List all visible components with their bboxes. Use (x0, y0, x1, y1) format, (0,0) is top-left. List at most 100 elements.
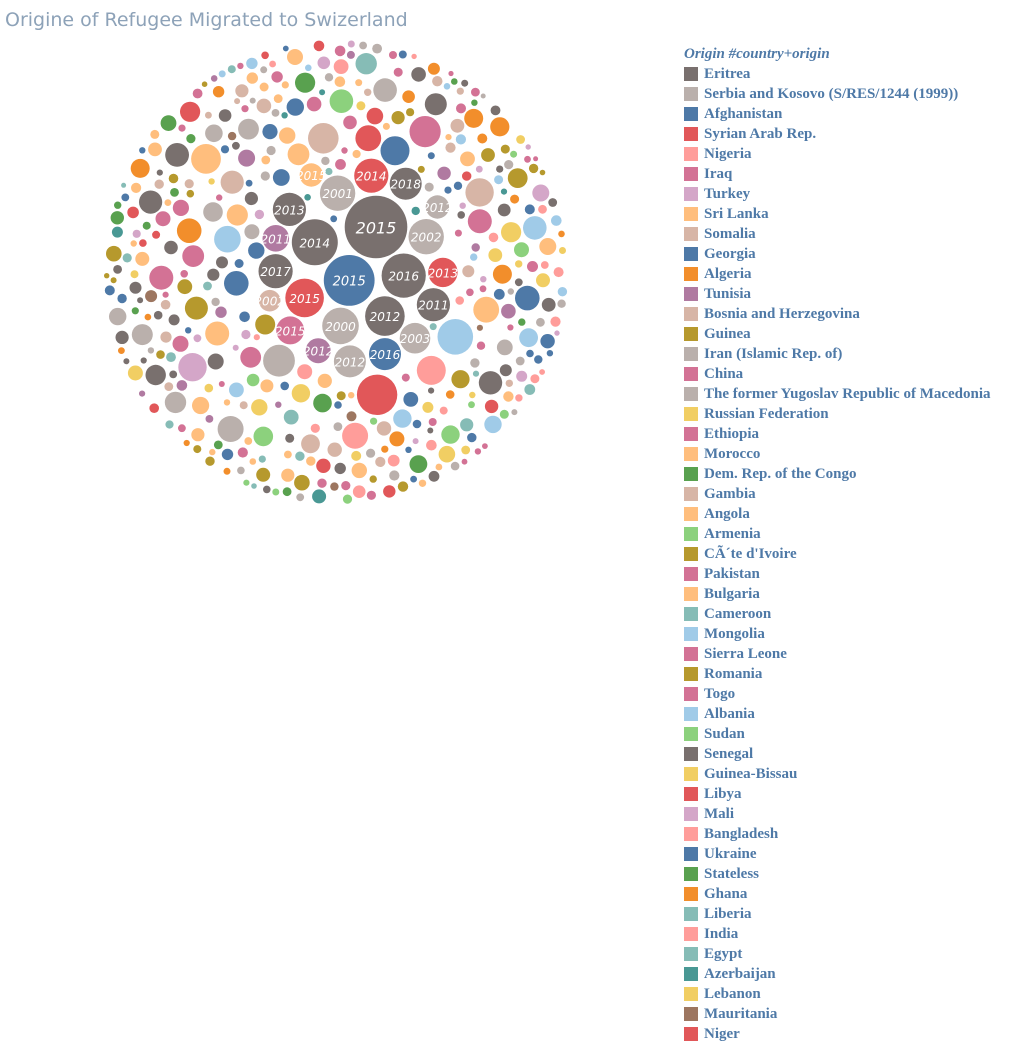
legend-item[interactable]: Afghanistan (684, 104, 1014, 124)
bubble[interactable] (427, 427, 434, 434)
bubble[interactable] (147, 347, 155, 354)
bubble[interactable] (476, 341, 486, 350)
bubble[interactable] (411, 67, 426, 82)
bubble[interactable] (496, 165, 504, 173)
bubble[interactable] (258, 254, 293, 289)
bubble[interactable] (402, 90, 415, 103)
legend-item[interactable]: Russian Federation (684, 404, 1014, 424)
bubble[interactable] (397, 481, 409, 492)
bubble[interactable] (148, 142, 162, 157)
bubble[interactable] (177, 279, 193, 295)
bubble[interactable] (285, 278, 324, 318)
bubble[interactable] (389, 167, 422, 200)
bubble[interactable] (453, 181, 463, 190)
bubble[interactable] (369, 475, 377, 483)
bubble[interactable] (262, 124, 278, 140)
bubble[interactable] (281, 81, 289, 89)
bubble[interactable] (403, 392, 419, 407)
bubble[interactable] (445, 134, 452, 141)
bubble[interactable] (235, 84, 249, 98)
bubble[interactable] (149, 265, 174, 290)
bubble[interactable] (213, 440, 223, 450)
bubble[interactable] (424, 182, 434, 192)
bubble[interactable] (366, 490, 376, 500)
bubble[interactable] (539, 238, 557, 255)
legend-item[interactable]: Stateless (684, 864, 1014, 884)
bubble[interactable] (330, 482, 339, 491)
bubble[interactable] (153, 310, 163, 320)
bubble[interactable] (297, 364, 313, 380)
bubble[interactable] (460, 151, 475, 167)
bubble[interactable] (411, 53, 417, 60)
legend-item[interactable]: Iran (Islamic Rep. of) (684, 344, 1014, 364)
bubble[interactable] (540, 261, 549, 269)
bubble[interactable] (239, 401, 248, 410)
bubble[interactable] (534, 355, 543, 364)
bubble[interactable] (393, 409, 412, 428)
bubble[interactable] (514, 278, 523, 287)
bubble[interactable] (301, 434, 320, 454)
bubble[interactable] (282, 45, 289, 52)
bubble[interactable] (333, 422, 343, 431)
bubble[interactable] (280, 381, 290, 391)
bubble[interactable] (456, 87, 464, 95)
bubble[interactable] (165, 143, 190, 167)
bubble[interactable] (131, 324, 153, 346)
bubble[interactable] (164, 199, 172, 207)
bubble[interactable] (207, 268, 220, 281)
bubble[interactable] (269, 60, 276, 68)
bubble[interactable] (272, 488, 280, 496)
bubble[interactable] (412, 438, 419, 445)
bubble[interactable] (533, 156, 539, 162)
bubble[interactable] (348, 392, 355, 399)
bubble[interactable] (472, 370, 480, 377)
bubble[interactable] (111, 226, 123, 238)
bubble[interactable] (341, 147, 348, 154)
bubble[interactable] (142, 221, 151, 230)
bubble[interactable] (389, 470, 400, 481)
bubble[interactable] (305, 64, 312, 72)
bubble[interactable] (244, 191, 258, 206)
bubble[interactable] (256, 98, 272, 114)
bubble[interactable] (261, 51, 269, 60)
bubble[interactable] (313, 40, 325, 52)
bubble[interactable] (160, 299, 171, 310)
bubble[interactable] (214, 225, 241, 253)
bubble[interactable] (428, 257, 458, 288)
bubble[interactable] (507, 168, 528, 189)
legend-item[interactable]: Liberia (684, 904, 1014, 924)
bubble[interactable] (312, 489, 327, 504)
bubble[interactable] (427, 62, 440, 75)
bubble[interactable] (383, 485, 396, 498)
bubble[interactable] (526, 349, 534, 358)
bubble[interactable] (150, 129, 160, 139)
bubble[interactable] (342, 422, 369, 449)
bubble[interactable] (203, 281, 212, 291)
bubble[interactable] (355, 125, 382, 152)
bubble[interactable] (501, 222, 522, 243)
bubble[interactable] (203, 202, 223, 222)
legend-item[interactable]: Sierra Leone (684, 644, 1014, 664)
bubble[interactable] (216, 194, 223, 201)
bubble[interactable] (429, 323, 437, 331)
bubble[interactable] (365, 296, 405, 336)
bubble[interactable] (132, 229, 141, 238)
bubble[interactable] (461, 79, 469, 87)
bubble[interactable] (160, 115, 177, 131)
bubble[interactable] (475, 165, 483, 173)
bubble[interactable] (494, 175, 504, 185)
bubble[interactable] (253, 426, 274, 447)
bubble[interactable] (226, 204, 248, 226)
bubble[interactable] (479, 285, 487, 293)
bubble[interactable] (460, 418, 474, 432)
bubble[interactable] (484, 415, 502, 434)
bubble[interactable] (465, 178, 494, 207)
bubble[interactable] (455, 296, 465, 305)
bubble[interactable] (393, 67, 403, 77)
bubble[interactable] (127, 365, 143, 381)
legend-item[interactable]: Mali (684, 804, 1014, 824)
bubble[interactable] (366, 107, 384, 125)
bubble[interactable] (454, 229, 462, 237)
bubble[interactable] (484, 399, 499, 414)
bubble[interactable] (254, 209, 265, 220)
